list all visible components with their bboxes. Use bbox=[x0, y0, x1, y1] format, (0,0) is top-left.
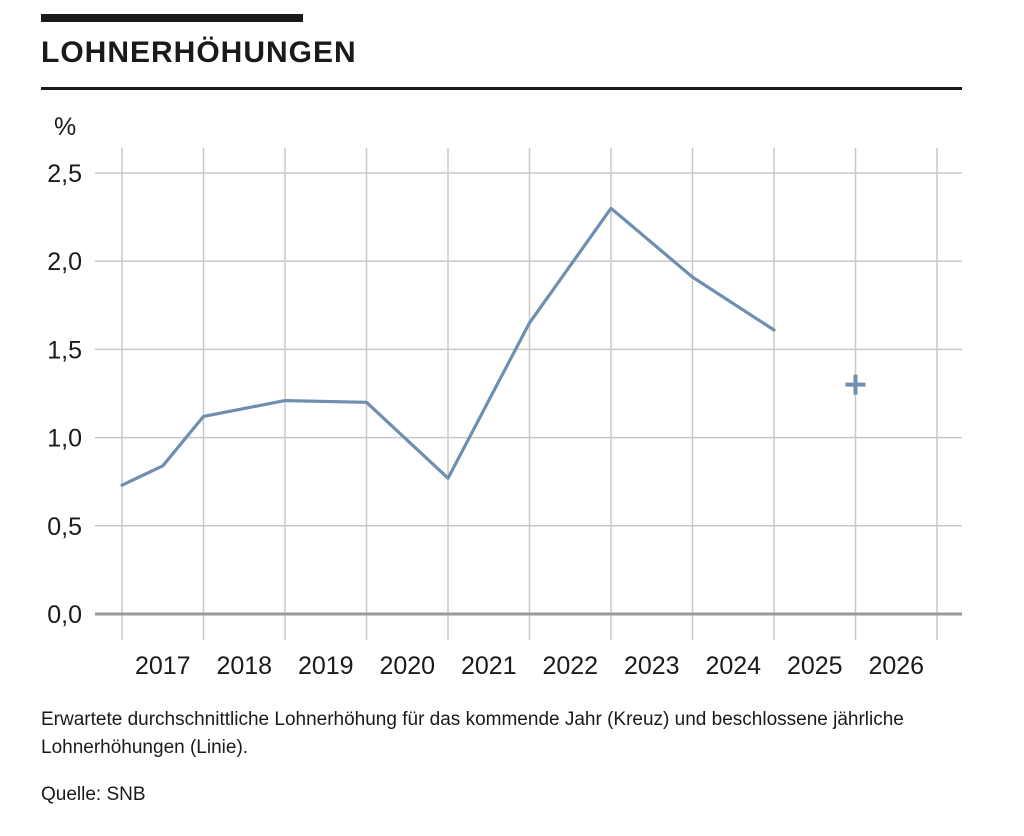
y-tick-label: 0,0 bbox=[47, 601, 82, 629]
x-tick-labels: 2017 2018 2019 2020 2021 2022 2023 2024 2025 2026 bbox=[135, 652, 924, 680]
page-title: LOHNERHÖHUNGEN bbox=[41, 36, 357, 69]
top-accent-rule bbox=[41, 14, 303, 22]
x-tick-label: 2020 bbox=[379, 652, 435, 680]
y-tick-label: 0,5 bbox=[47, 513, 82, 541]
x-tick-label: 2018 bbox=[216, 652, 272, 680]
chart-source: Quelle: SNB bbox=[41, 784, 146, 805]
title-divider bbox=[41, 87, 962, 90]
expected-increase-cross bbox=[845, 374, 866, 395]
x-tick-label: 2026 bbox=[868, 652, 924, 680]
line-chart: 0,00,51,01,52,02,5 2017 2018 2019 2020 2021 2… bbox=[47, 113, 962, 680]
x-tick-label: 2025 bbox=[787, 652, 843, 680]
y-axis-label: % bbox=[54, 113, 76, 141]
x-tick-label: 2024 bbox=[705, 652, 761, 680]
y-tick-label: 2,5 bbox=[47, 160, 82, 188]
horizontal-gridlines bbox=[95, 172, 962, 527]
y-tick-label: 1,0 bbox=[47, 425, 82, 453]
chart-caption: Erwartete durchschnittliche Lohnerhöhung… bbox=[41, 709, 904, 758]
x-tick-label: 2017 bbox=[135, 652, 191, 680]
x-tick-label: 2022 bbox=[542, 652, 598, 680]
y-tick-label: 1,5 bbox=[47, 336, 82, 364]
y-tick-label: 2,0 bbox=[47, 248, 82, 276]
y-tick-labels: 0,0 0,5 1,0 1,5 2,0 2,5 bbox=[47, 160, 82, 629]
data-series bbox=[120, 206, 866, 487]
x-tick-label: 2019 bbox=[298, 652, 354, 680]
x-tick-label: 2023 bbox=[624, 652, 680, 680]
series-line bbox=[120, 206, 776, 487]
vertical-gridlines bbox=[121, 148, 938, 640]
x-tick-label: 2021 bbox=[461, 652, 517, 680]
